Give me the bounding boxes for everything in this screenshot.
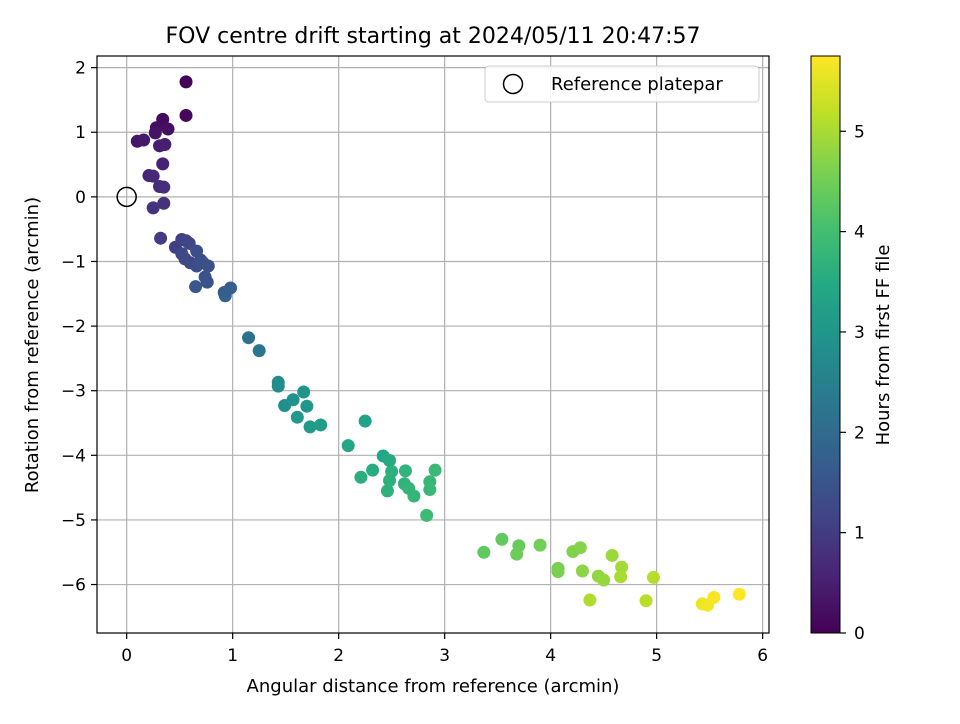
x-axis-ticks: 0 1 2 3 4 5 6 bbox=[121, 633, 768, 666]
data-point bbox=[146, 169, 160, 183]
colorbar-tick-label: 4 bbox=[854, 223, 865, 243]
colorbar-gradient bbox=[811, 56, 840, 633]
colorbar-tick-label: 1 bbox=[854, 524, 865, 544]
colorbar-tick-label: 2 bbox=[854, 423, 865, 443]
colorbar-tick-label: 0 bbox=[854, 624, 865, 644]
data-point bbox=[605, 548, 619, 562]
y-tick-label: −2 bbox=[61, 317, 86, 337]
data-point bbox=[551, 565, 565, 579]
colorbar-ticks: 0 1 2 3 4 5 bbox=[840, 122, 865, 644]
data-point bbox=[200, 275, 214, 289]
legend-label: Reference platepar bbox=[551, 74, 723, 95]
colorbar: 0 1 2 3 4 5 Hours from first FF file bbox=[810, 55, 894, 644]
plot-frame bbox=[96, 55, 770, 634]
data-point bbox=[300, 399, 314, 413]
data-point bbox=[383, 474, 397, 488]
data-point bbox=[575, 564, 589, 578]
data-point bbox=[354, 470, 368, 484]
data-point bbox=[533, 538, 547, 552]
y-tick-label: −1 bbox=[61, 252, 86, 272]
x-tick-label: 3 bbox=[439, 646, 450, 666]
x-tick-label: 6 bbox=[757, 646, 768, 666]
data-point bbox=[510, 547, 524, 561]
data-point bbox=[639, 594, 653, 608]
data-point bbox=[341, 439, 355, 453]
grid bbox=[97, 56, 769, 633]
y-tick-label: 0 bbox=[75, 188, 86, 208]
data-point bbox=[146, 201, 160, 215]
y-tick-label: 1 bbox=[75, 123, 86, 143]
data-point bbox=[161, 122, 175, 136]
data-point bbox=[157, 196, 171, 210]
data-point bbox=[179, 108, 193, 122]
data-point bbox=[154, 231, 168, 245]
data-point bbox=[290, 410, 304, 424]
data-points bbox=[130, 75, 746, 612]
data-point bbox=[646, 570, 660, 584]
data-point bbox=[732, 587, 746, 601]
data-point bbox=[297, 385, 311, 399]
colorbar-frame bbox=[810, 55, 841, 634]
data-point bbox=[428, 463, 442, 477]
data-point bbox=[383, 453, 397, 467]
data-point bbox=[137, 133, 151, 147]
data-point bbox=[158, 138, 172, 152]
y-axis-ticks: 2 1 0 −1 −2 −3 −4 −5 −6 bbox=[61, 59, 97, 596]
data-point bbox=[252, 344, 266, 358]
x-tick-label: 2 bbox=[333, 646, 344, 666]
x-tick-label: 5 bbox=[651, 646, 662, 666]
data-point bbox=[148, 126, 162, 140]
y-tick-label: −6 bbox=[61, 576, 86, 596]
data-point bbox=[190, 244, 204, 258]
data-point bbox=[286, 393, 300, 407]
y-axis-label: Rotation from reference (arcmin) bbox=[22, 197, 43, 493]
data-point bbox=[358, 414, 372, 428]
data-point bbox=[614, 570, 628, 584]
data-point bbox=[189, 280, 203, 294]
y-tick-label: −4 bbox=[61, 446, 86, 466]
colorbar-label: Hours from first FF file bbox=[873, 245, 894, 446]
data-point bbox=[271, 379, 285, 393]
colorbar-tick-label: 5 bbox=[854, 122, 865, 142]
data-point bbox=[314, 418, 328, 432]
data-point bbox=[303, 420, 317, 434]
y-tick-label: −5 bbox=[61, 511, 86, 531]
data-point bbox=[201, 259, 215, 273]
data-point bbox=[179, 75, 193, 89]
data-point bbox=[573, 541, 587, 555]
data-point bbox=[583, 593, 597, 607]
data-point bbox=[407, 489, 421, 503]
data-point bbox=[477, 545, 491, 559]
x-tick-label: 0 bbox=[121, 646, 132, 666]
data-point bbox=[157, 180, 171, 194]
y-tick-label: 2 bbox=[75, 59, 86, 79]
legend-marker-icon bbox=[502, 73, 524, 95]
legend: Reference platepar bbox=[484, 65, 760, 103]
data-point bbox=[707, 590, 721, 604]
data-point bbox=[218, 289, 232, 303]
data-point bbox=[495, 532, 509, 546]
legend-box bbox=[484, 65, 760, 103]
x-tick-label: 1 bbox=[227, 646, 238, 666]
data-point bbox=[156, 157, 170, 171]
x-tick-label: 4 bbox=[545, 646, 556, 666]
reference-platepar-marker bbox=[116, 186, 137, 208]
y-tick-label: −3 bbox=[61, 382, 86, 402]
data-point bbox=[615, 560, 629, 574]
data-point bbox=[398, 464, 412, 478]
x-axis-label: Angular distance from reference (arcmin) bbox=[247, 676, 620, 697]
data-point bbox=[366, 463, 380, 477]
chart-title: FOV centre drift starting at 2024/05/11 … bbox=[166, 24, 701, 49]
data-point bbox=[420, 508, 434, 522]
data-point bbox=[380, 484, 394, 498]
data-point bbox=[242, 331, 256, 345]
colorbar-tick-label: 3 bbox=[854, 323, 865, 343]
data-point bbox=[423, 483, 437, 497]
data-point bbox=[597, 573, 611, 587]
